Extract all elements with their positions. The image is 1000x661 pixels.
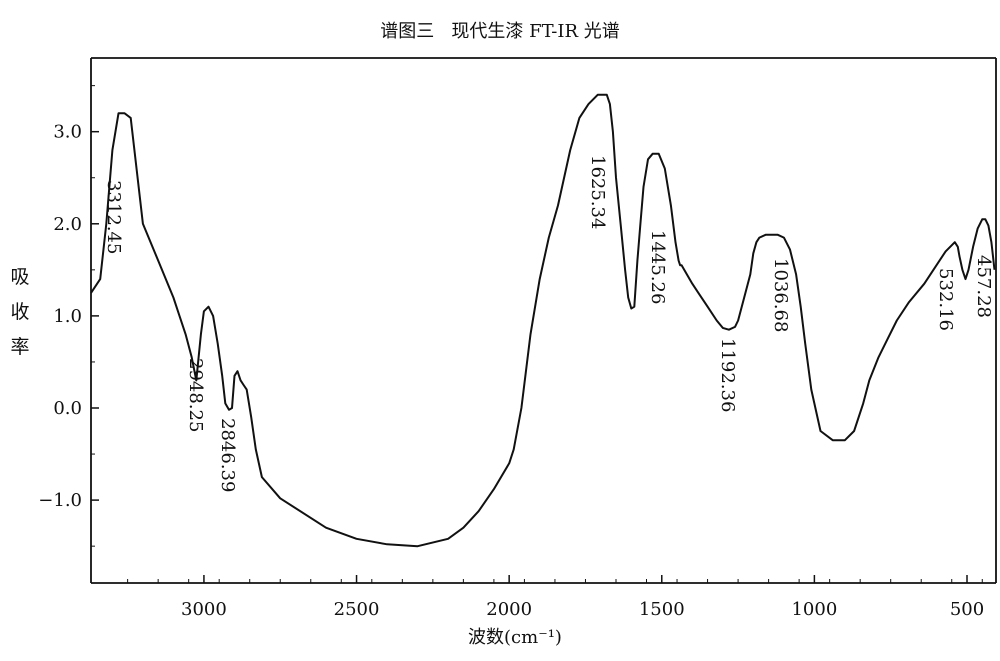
y-axis-label: 吸 收 率 bbox=[10, 266, 29, 358]
peak-label: 2948.25 bbox=[185, 358, 206, 432]
x-tick-label: 1500 bbox=[639, 599, 685, 620]
peak-label: 457.28 bbox=[973, 255, 994, 318]
y-axis-label-char: 收 bbox=[10, 301, 29, 323]
y-tick-label: 2.0 bbox=[53, 214, 82, 235]
peak-label: 1445.26 bbox=[647, 230, 668, 304]
peak-labels: 3312.45 2948.25 2846.39 1625.34 1445.26 1192.… bbox=[103, 155, 994, 492]
x-tick-label: 2000 bbox=[486, 599, 532, 620]
plot-frame bbox=[90, 57, 997, 584]
x-axis-ticks: 3000 2500 2000 1500 1000 500 bbox=[127, 575, 984, 620]
y-tick-label: −1.0 bbox=[38, 490, 82, 511]
peak-label: 1625.34 bbox=[587, 155, 608, 229]
y-axis-label-char: 率 bbox=[10, 336, 29, 358]
x-tick-label: 500 bbox=[950, 599, 984, 620]
y-tick-label: 3.0 bbox=[53, 122, 82, 143]
y-tick-label: 1.0 bbox=[53, 306, 82, 327]
spectrum-line bbox=[90, 93, 996, 548]
peak-label: 1036.68 bbox=[770, 258, 791, 332]
x-tick-label: 1000 bbox=[791, 599, 837, 620]
peak-label: 3312.45 bbox=[103, 180, 124, 254]
peak-label: 2846.39 bbox=[217, 418, 238, 492]
x-axis-label: 波数(cm⁻¹) bbox=[468, 627, 562, 648]
chart-title: 谱图三 现代生漆 FT-IR 光谱 bbox=[380, 21, 620, 42]
y-axis-label-char: 吸 bbox=[10, 266, 29, 288]
y-axis-ticks: 3.0 2.0 1.0 0.0 −1.0 bbox=[38, 85, 99, 547]
x-tick-label: 3000 bbox=[181, 599, 227, 620]
peak-label: 1192.36 bbox=[717, 338, 738, 412]
x-tick-label: 2500 bbox=[334, 599, 380, 620]
y-tick-label: 0.0 bbox=[53, 398, 82, 419]
peak-label: 532.16 bbox=[935, 268, 956, 331]
